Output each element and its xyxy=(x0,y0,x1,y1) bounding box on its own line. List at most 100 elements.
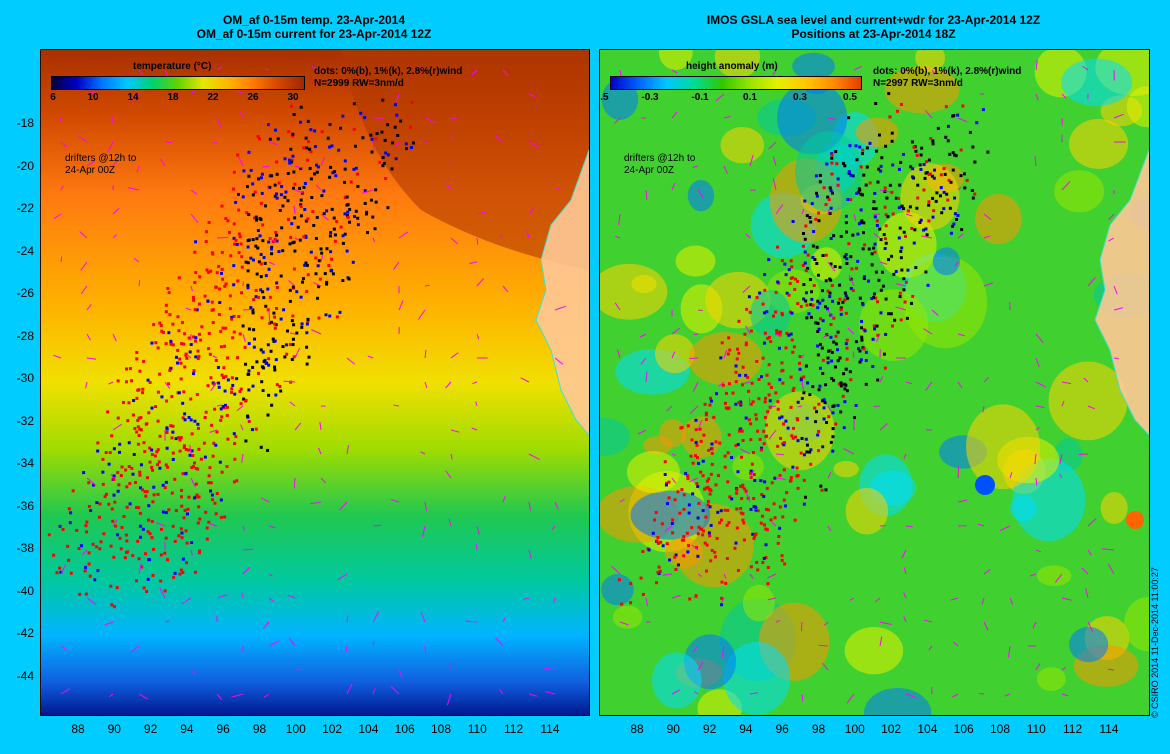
drifter-dot xyxy=(232,330,236,334)
drifter-dot xyxy=(194,271,198,275)
drifter-dot xyxy=(164,303,168,307)
current-arrow xyxy=(879,422,888,431)
current-arrow xyxy=(264,68,270,71)
drifter-dot xyxy=(739,403,743,407)
drifter-dot xyxy=(77,547,81,551)
drifter-dot xyxy=(776,280,780,284)
current-arrow xyxy=(775,453,784,456)
drifter-dot xyxy=(160,329,164,333)
drifter-dot xyxy=(890,254,894,258)
drifter-dot xyxy=(816,433,820,437)
drifter-dot xyxy=(843,164,847,168)
drifter-dot xyxy=(107,462,111,466)
drifter-dot xyxy=(256,134,260,138)
drifter-dot xyxy=(122,514,126,518)
current-arrow xyxy=(476,333,480,340)
drifter-dot xyxy=(802,502,806,506)
drifter-dot xyxy=(187,336,191,340)
current-arrow xyxy=(190,549,193,556)
drifter-dot xyxy=(778,505,782,509)
drifter-dot xyxy=(249,306,253,310)
drifter-dot xyxy=(341,241,345,245)
drifter-dot xyxy=(953,153,957,157)
drifter-dot xyxy=(876,300,880,304)
current-arrow xyxy=(901,549,907,559)
current-arrow xyxy=(528,453,540,461)
drifter-dot xyxy=(924,171,928,175)
drifter-dot xyxy=(830,161,834,165)
drifter-dot xyxy=(330,268,334,272)
drifter-dot xyxy=(737,351,741,355)
drifter-dot xyxy=(817,388,821,392)
current-arrow xyxy=(86,160,95,167)
drifter-dot xyxy=(716,510,720,514)
drifter-dot xyxy=(727,433,731,437)
drifter-dot xyxy=(831,449,835,453)
drifter-dot xyxy=(224,326,228,330)
drifter-dot xyxy=(271,337,275,341)
drifter-dot xyxy=(746,375,750,379)
current-arrow xyxy=(242,525,245,531)
drifter-dot xyxy=(942,190,946,194)
drifter-dot xyxy=(877,167,881,171)
current-arrow xyxy=(718,381,725,387)
drifter-dot xyxy=(706,485,710,489)
drifter-dot xyxy=(177,534,181,538)
drifter-dot xyxy=(804,437,808,441)
drifter-dot xyxy=(235,479,239,483)
current-arrow xyxy=(450,237,458,245)
drifter-dot xyxy=(776,245,780,249)
drifter-dot xyxy=(337,148,341,152)
drifter-dot xyxy=(303,263,307,267)
drifter-dot xyxy=(847,170,851,174)
drifter-dot xyxy=(207,347,211,351)
drifter-dot xyxy=(219,515,223,519)
drifter-dot xyxy=(894,269,898,273)
drifter-dot xyxy=(82,471,86,475)
drifter-dot xyxy=(743,487,747,491)
drifter-dot xyxy=(220,267,224,271)
current-arrow xyxy=(617,349,621,359)
drifter-dot xyxy=(694,418,698,422)
drifter-dot xyxy=(316,296,320,300)
drifter-dot xyxy=(793,287,797,291)
drifter-dot xyxy=(75,528,79,532)
drifter-dot xyxy=(844,253,848,257)
drifter-dot xyxy=(356,184,360,188)
drifter-dot xyxy=(703,402,707,406)
drifter-dot xyxy=(218,460,222,464)
current-arrow xyxy=(853,213,857,222)
anomaly-blob xyxy=(915,50,946,72)
latitude-tick-label: -22 xyxy=(16,201,34,215)
drifter-dot xyxy=(641,592,645,596)
drifter-dot xyxy=(210,493,214,497)
drifter-dot xyxy=(298,186,302,190)
drifter-dot xyxy=(91,542,95,546)
drifter-dot xyxy=(818,301,822,305)
drifter-dot xyxy=(868,181,872,185)
drifter-dot xyxy=(714,483,718,487)
drifter-dot xyxy=(900,246,904,250)
drifter-dot xyxy=(699,470,703,474)
drifter-dot xyxy=(299,204,303,208)
drifter-dot xyxy=(720,580,724,584)
drifter-dot xyxy=(666,502,670,506)
current-arrow xyxy=(554,187,561,191)
drifter-dot xyxy=(902,230,906,234)
drifter-dot xyxy=(801,232,805,236)
drifter-dot xyxy=(874,296,878,300)
drifter-dot xyxy=(767,508,771,512)
drifter-dot xyxy=(910,140,914,144)
latitude-tick-label: -30 xyxy=(16,371,34,385)
drifter-dot xyxy=(780,415,784,419)
current-arrow xyxy=(240,112,244,119)
drifter-dot xyxy=(279,274,283,278)
drifter-dot xyxy=(302,146,306,150)
drifter-dot xyxy=(252,298,256,302)
low-anomaly-spot xyxy=(975,475,995,495)
drifter-dot xyxy=(320,130,324,134)
current-arrow xyxy=(320,477,327,484)
drifter-dot xyxy=(147,411,151,415)
drifter-dot xyxy=(98,502,102,506)
drifter-dot xyxy=(782,498,786,502)
